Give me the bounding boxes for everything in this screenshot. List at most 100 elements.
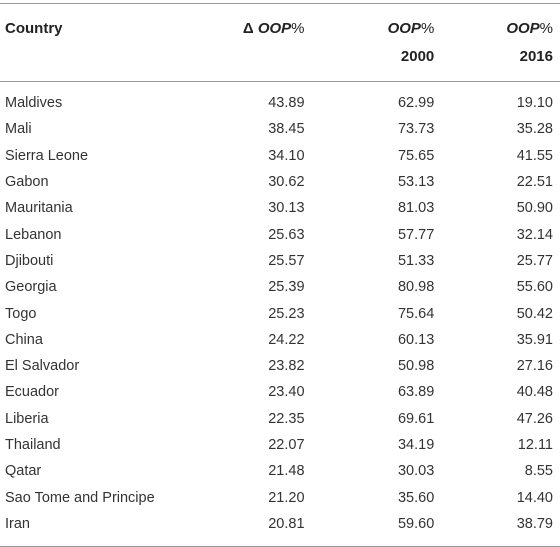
value-cell: 35.28 [516, 121, 553, 138]
table-row: Gabon 30.62 53.13 22.51 [0, 169, 560, 195]
table-row: Qatar 21.48 30.03 8.55 [0, 458, 560, 484]
header-symbol: Δ [242, 20, 258, 37]
column-header: OOP% 2016 [434, 3, 560, 82]
value-cell: 30.03 [397, 463, 435, 480]
table-row: Togo 25.23 75.64 50.42 [0, 300, 560, 326]
table-row: El Salvador 23.82 50.98 27.16 [0, 353, 560, 379]
value-cell: 69.61 [397, 410, 435, 427]
header-variable: OOP [387, 20, 421, 37]
table-row: China 24.22 60.13 35.91 [0, 327, 560, 353]
table-row: Iran 20.81 59.60 38.79 [0, 511, 560, 547]
table-row: Mauritania 30.13 81.03 50.90 [0, 195, 560, 221]
country-cell: El Salvador [5, 358, 80, 375]
country-cell: Togo [5, 305, 37, 322]
value-cell: 75.65 [397, 147, 435, 164]
table-row: Djibouti 25.57 51.33 25.77 [0, 248, 560, 274]
header-unit: % [420, 20, 435, 37]
header-variable: OOP [257, 20, 292, 37]
value-cell: 21.48 [268, 463, 305, 480]
table-row: Maldives 43.89 62.99 19.10 [0, 82, 560, 117]
value-cell: 23.82 [268, 358, 305, 375]
value-cell: 8.55 [524, 463, 553, 480]
value-cell: 51.33 [397, 252, 435, 269]
country-cell: China [5, 331, 43, 348]
value-cell: 22.35 [268, 410, 305, 427]
value-cell: 80.98 [397, 279, 435, 296]
country-cell: Georgia [5, 279, 57, 296]
value-cell: 30.13 [268, 200, 305, 217]
value-cell: 25.39 [268, 279, 305, 296]
value-cell: 50.98 [397, 358, 435, 375]
value-cell: 81.03 [397, 200, 435, 217]
value-cell: 40.48 [516, 384, 553, 401]
value-cell: 62.99 [397, 95, 435, 112]
table-row: Georgia 25.39 80.98 55.60 [0, 274, 560, 300]
value-cell: 35.91 [516, 331, 553, 348]
value-cell: 57.77 [397, 226, 435, 243]
value-cell: 25.23 [268, 305, 305, 322]
header-variable: OOP [506, 20, 540, 37]
country-cell: Sierra Leone [5, 147, 89, 164]
header-row: Country Δ OOP% OOP% 2000 OOP% 2016 [0, 3, 560, 82]
value-cell: 30.62 [268, 174, 305, 191]
country-cell: Maldives [5, 95, 63, 112]
table-row: Ecuador 23.40 63.89 40.48 [0, 379, 560, 405]
header-year: 2000 [400, 48, 435, 65]
header-unit: % [291, 20, 305, 37]
value-cell: 21.20 [268, 489, 305, 506]
value-cell: 60.13 [397, 331, 435, 348]
value-cell: 63.89 [397, 384, 435, 401]
value-cell: 20.81 [268, 515, 305, 532]
country-cell: Liberia [5, 410, 49, 427]
value-cell: 25.63 [268, 226, 305, 243]
value-cell: 25.57 [268, 252, 305, 269]
country-cell: Mauritania [5, 200, 73, 217]
table-row: Mali 38.45 73.73 35.28 [0, 116, 560, 142]
column-header: OOP% 2000 [304, 3, 435, 82]
country-cell: Qatar [5, 463, 42, 480]
value-cell: 24.22 [268, 331, 305, 348]
value-cell: 27.16 [516, 358, 553, 375]
country-cell: Mali [5, 121, 32, 138]
value-cell: 55.60 [516, 279, 553, 296]
value-cell: 34.10 [268, 147, 305, 164]
value-cell: 22.07 [268, 437, 305, 453]
value-cell: 19.10 [516, 95, 553, 112]
value-cell: 38.79 [516, 515, 553, 532]
table-row: Sao Tome and Principe 21.20 35.60 14.40 [0, 484, 560, 510]
table-row: Liberia 22.35 69.61 47.26 [0, 406, 560, 432]
table-row: Sierra Leone 34.10 75.65 41.55 [0, 143, 560, 169]
country-cell: Gabon [5, 174, 49, 191]
value-cell: 12.11 [517, 437, 553, 453]
value-cell: 43.89 [268, 95, 305, 112]
value-cell: 14.40 [516, 489, 553, 506]
value-cell: 34.19 [397, 437, 435, 453]
value-cell: 32.14 [516, 226, 553, 243]
country-cell: Ecuador [5, 384, 60, 401]
value-cell: 25.77 [516, 252, 553, 269]
header-text: Country [5, 20, 63, 37]
value-cell: 75.64 [397, 305, 435, 322]
value-cell: 41.55 [516, 147, 553, 164]
value-cell: 35.60 [397, 489, 435, 506]
value-cell: 73.73 [397, 121, 435, 138]
table-row: Thailand 22.07 34.19 12.11 [0, 432, 560, 458]
value-cell: 47.26 [516, 410, 553, 427]
table-body: Maldives 43.89 62.99 19.10 Mali 38.45 73.73 35.… [0, 82, 560, 547]
country-cell: Djibouti [5, 252, 54, 269]
value-cell: 23.40 [268, 384, 305, 401]
data-table: Country Δ OOP% OOP% 2000 OOP% 2016 Maldives 43… [0, 3, 560, 547]
value-cell: 38.45 [268, 121, 305, 138]
column-header: Country [0, 3, 195, 82]
table-row: Lebanon 25.63 57.77 32.14 [0, 221, 560, 247]
column-header: Δ OOP% [194, 3, 305, 82]
country-cell: Iran [5, 515, 30, 532]
value-cell: 22.51 [516, 174, 553, 191]
header-unit: % [539, 20, 553, 37]
header-year: 2016 [519, 48, 553, 65]
value-cell: 59.60 [397, 515, 435, 532]
country-cell: Sao Tome and Principe [5, 489, 155, 506]
value-cell: 50.42 [516, 305, 553, 322]
country-cell: Lebanon [5, 226, 62, 243]
